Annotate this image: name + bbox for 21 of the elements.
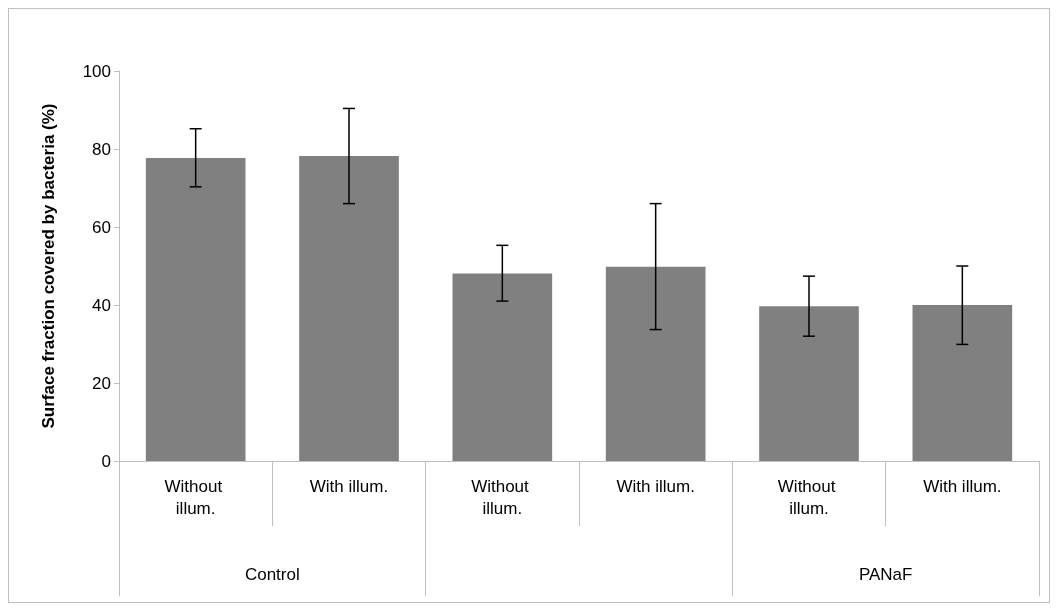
bar (605, 266, 706, 461)
y-axis-title: Surface fraction covered by bacteria (%) (39, 103, 58, 429)
x-tick-label: Without illum. (164, 476, 227, 518)
bar (912, 305, 1013, 461)
x-tick-label: Without illum. (777, 476, 841, 518)
x-tick-label: With illum. (923, 476, 1002, 496)
y-tick-label: 20 (92, 373, 111, 393)
y-tick-label: 100 (82, 61, 111, 81)
y-tick-label: 0 (101, 451, 111, 471)
y-tick-label: 80 (92, 139, 111, 159)
bar (759, 306, 859, 461)
bar (452, 273, 553, 461)
bar (145, 157, 246, 461)
x-tick-label: With illum. (616, 476, 695, 496)
x-tick-label: Without illum. (471, 476, 534, 518)
bar (299, 156, 399, 461)
x-tick-label: With illum. (309, 476, 389, 496)
y-tick-label: 60 (92, 217, 111, 237)
text: Control (244, 565, 300, 584)
y-tick-label: 40 (92, 295, 111, 315)
text: PANaF (858, 565, 913, 584)
